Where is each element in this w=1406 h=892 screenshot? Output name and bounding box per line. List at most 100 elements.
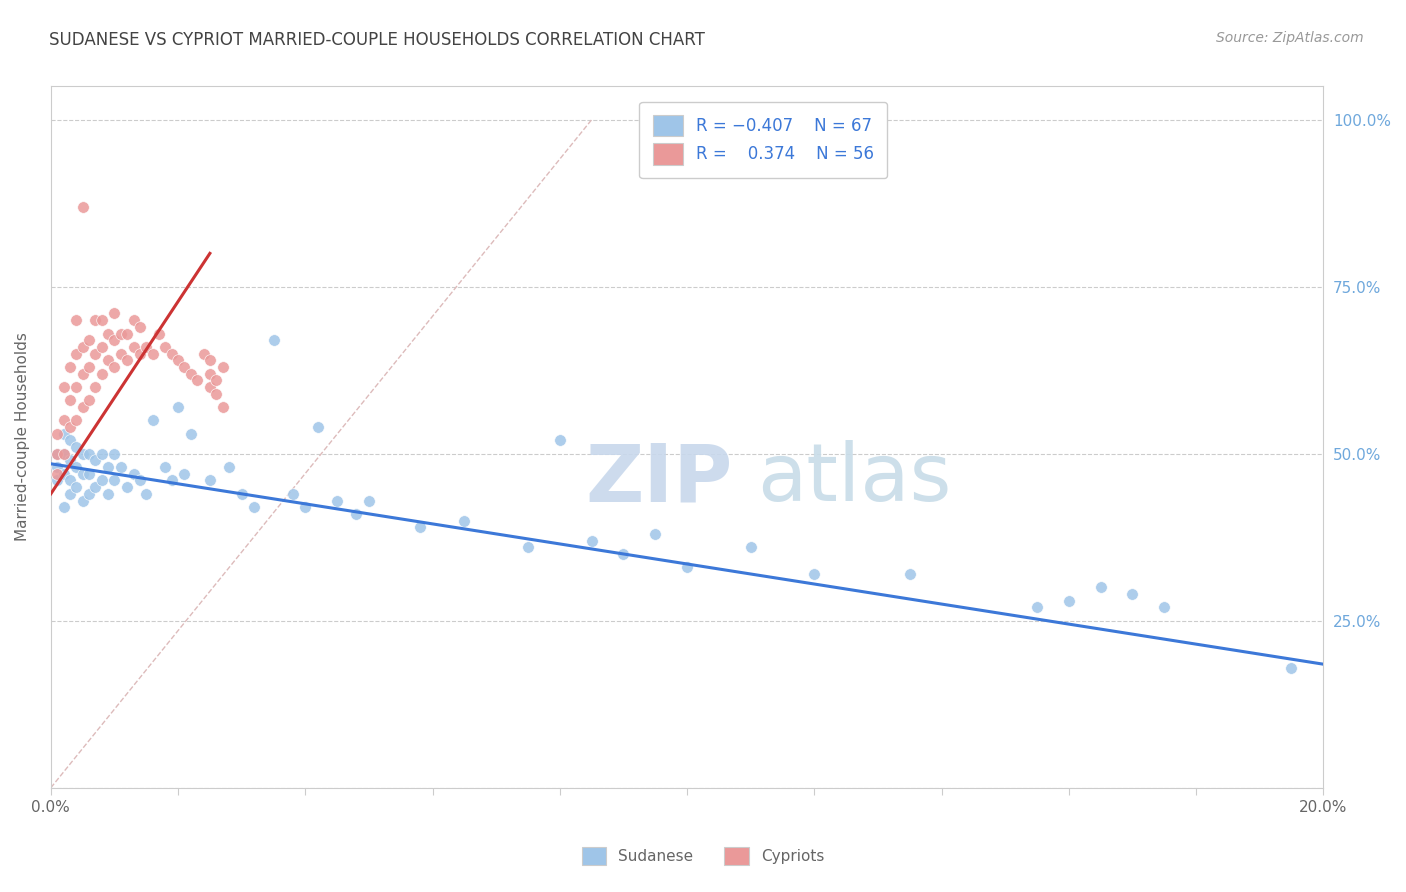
Point [46,474,69,488]
Point [148,326,170,341]
Point [77,333,100,347]
Point [581,533,603,548]
Point [52,426,75,441]
Point [65,380,87,394]
Point [612,547,634,561]
Point [77,447,100,461]
Y-axis label: Married-couple Households: Married-couple Households [15,333,30,541]
Point [97,487,120,501]
Point [59,434,82,448]
Point [344,507,367,521]
Point [84,346,107,360]
Point [155,340,177,354]
Point [1057,593,1080,607]
Point [97,353,120,368]
Point [77,467,100,481]
Legend: R = −0.407    N = 67, R =    0.374    N = 56: R = −0.407 N = 67, R = 0.374 N = 56 [640,102,887,178]
Point [72,340,94,354]
Point [115,353,138,368]
Point [46,447,69,461]
Point [142,346,165,360]
Point [65,460,87,475]
Point [129,346,152,360]
Point [135,340,157,354]
Point [52,447,75,461]
Point [180,367,202,381]
Point [115,480,138,494]
Point [1026,600,1049,615]
Point [103,306,125,320]
Point [84,380,107,394]
Legend: Sudanese, Cypriots: Sudanese, Cypriots [575,841,831,871]
Point [84,313,107,327]
Point [52,413,75,427]
Text: Source: ZipAtlas.com: Source: ZipAtlas.com [1216,31,1364,45]
Point [72,200,94,214]
Point [59,420,82,434]
Point [59,453,82,467]
Point [65,440,87,454]
Point [90,340,112,354]
Point [84,480,107,494]
Text: ZIP: ZIP [585,440,733,518]
Point [72,493,94,508]
Point [198,380,221,394]
Point [115,326,138,341]
Point [59,487,82,501]
Point [193,346,215,360]
Point [110,326,132,341]
Point [198,474,221,488]
Point [676,560,699,574]
Point [173,359,195,374]
Point [548,434,571,448]
Point [307,420,329,434]
Point [110,460,132,475]
Point [46,426,69,441]
Point [231,487,253,501]
Point [59,474,82,488]
Point [1121,587,1143,601]
Point [90,474,112,488]
Point [186,373,208,387]
Point [46,460,69,475]
Point [129,319,152,334]
Point [211,359,233,374]
Point [803,566,825,581]
Point [180,426,202,441]
Text: SUDANESE VS CYPRIOT MARRIED-COUPLE HOUSEHOLDS CORRELATION CHART: SUDANESE VS CYPRIOT MARRIED-COUPLE HOUSE… [49,31,704,49]
Point [122,313,145,327]
Point [357,493,380,508]
Point [740,541,762,555]
Point [409,520,432,534]
Point [65,480,87,494]
Point [97,460,120,475]
Point [167,400,190,414]
Point [243,500,266,515]
Point [52,447,75,461]
Point [59,393,82,408]
Point [52,380,75,394]
Point [90,313,112,327]
Point [46,467,69,481]
Point [198,367,221,381]
Point [167,353,190,368]
Point [52,500,75,515]
Point [97,326,120,341]
Point [72,447,94,461]
Point [294,500,316,515]
Point [90,447,112,461]
Point [281,487,304,501]
Point [77,359,100,374]
Point [198,353,221,368]
Point [103,359,125,374]
Point [160,346,183,360]
Point [517,541,540,555]
Point [103,447,125,461]
Point [173,467,195,481]
Point [453,514,475,528]
Point [110,346,132,360]
Point [644,527,666,541]
Point [129,474,152,488]
Point [90,367,112,381]
Point [122,467,145,481]
